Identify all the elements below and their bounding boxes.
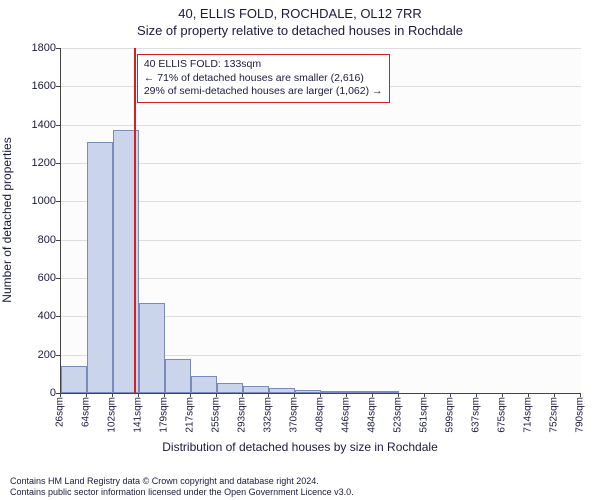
x-tick-mark <box>190 393 191 397</box>
subtitle: Size of property relative to detached ho… <box>0 21 600 38</box>
x-tick-mark <box>580 393 581 397</box>
x-tick-label: 752sqm <box>549 397 560 433</box>
x-tick-label: 255sqm <box>211 397 222 433</box>
gridline <box>61 125 581 126</box>
histogram-bar <box>191 376 217 393</box>
x-tick-label: 561sqm <box>419 397 430 433</box>
x-tick-label: 637sqm <box>471 397 482 433</box>
x-tick-label: 714sqm <box>523 397 534 433</box>
x-tick-mark <box>424 393 425 397</box>
x-tick-mark <box>60 393 61 397</box>
y-tick-mark <box>56 125 60 126</box>
y-tick-mark <box>56 201 60 202</box>
x-tick-label: 102sqm <box>107 397 118 433</box>
y-tick-mark <box>56 163 60 164</box>
histogram-bar <box>373 391 399 393</box>
y-tick-label: 0 <box>16 387 56 399</box>
x-tick-label: 217sqm <box>185 397 196 433</box>
x-tick-mark <box>86 393 87 397</box>
x-tick-mark <box>242 393 243 397</box>
y-tick-mark <box>56 86 60 87</box>
histogram-bar <box>61 366 87 393</box>
x-tick-mark <box>268 393 269 397</box>
x-tick-mark <box>528 393 529 397</box>
x-tick-mark <box>216 393 217 397</box>
gridline <box>61 278 581 279</box>
x-tick-label: 523sqm <box>393 397 404 433</box>
y-tick-label: 1000 <box>16 195 56 207</box>
x-tick-mark <box>138 393 139 397</box>
histogram-bar <box>243 386 269 393</box>
x-tick-label: 26sqm <box>55 397 66 427</box>
gridline <box>61 240 581 241</box>
annotation-box: 40 ELLIS FOLD: 133sqm← 71% of detached h… <box>137 54 390 103</box>
x-tick-label: 179sqm <box>159 397 170 433</box>
x-tick-label: 408sqm <box>315 397 326 433</box>
gridline <box>61 163 581 164</box>
y-tick-mark <box>56 48 60 49</box>
gridline <box>61 48 581 49</box>
x-tick-label: 370sqm <box>289 397 300 433</box>
y-tick-mark <box>56 355 60 356</box>
y-tick-label: 600 <box>16 272 56 284</box>
x-tick-label: 332sqm <box>263 397 274 433</box>
x-tick-mark <box>476 393 477 397</box>
y-tick-label: 1200 <box>16 157 56 169</box>
y-tick-label: 400 <box>16 310 56 322</box>
chart-container: 40, ELLIS FOLD, ROCHDALE, OL12 7RR Size … <box>0 0 600 500</box>
marker-line <box>134 48 136 393</box>
y-tick-label: 1400 <box>16 119 56 131</box>
y-tick-label: 200 <box>16 349 56 361</box>
histogram-bar <box>165 359 191 393</box>
histogram-bar <box>295 390 321 393</box>
attribution-footer: Contains HM Land Registry data © Crown c… <box>10 476 354 498</box>
x-tick-mark <box>450 393 451 397</box>
y-tick-label: 800 <box>16 234 56 246</box>
histogram-bar <box>321 391 347 393</box>
gridline <box>61 201 581 202</box>
x-tick-mark <box>320 393 321 397</box>
x-tick-mark <box>502 393 503 397</box>
footer-line-2: Contains public sector information licen… <box>10 487 354 498</box>
address-title: 40, ELLIS FOLD, ROCHDALE, OL12 7RR <box>0 0 600 21</box>
histogram-bar <box>269 388 295 393</box>
x-tick-label: 675sqm <box>497 397 508 433</box>
annotation-line-1: 40 ELLIS FOLD: 133sqm <box>144 58 383 72</box>
y-tick-label: 1600 <box>16 80 56 92</box>
y-tick-label: 1800 <box>16 42 56 54</box>
x-tick-label: 484sqm <box>367 397 378 433</box>
x-tick-mark <box>372 393 373 397</box>
histogram-bar <box>139 303 165 393</box>
y-tick-mark <box>56 316 60 317</box>
x-tick-label: 293sqm <box>237 397 248 433</box>
x-tick-mark <box>346 393 347 397</box>
x-tick-label: 446sqm <box>341 397 352 433</box>
x-tick-mark <box>164 393 165 397</box>
footer-line-1: Contains HM Land Registry data © Crown c… <box>10 476 354 487</box>
y-tick-mark <box>56 240 60 241</box>
x-axis-label: Distribution of detached houses by size … <box>0 440 600 454</box>
histogram-bar <box>347 391 373 393</box>
x-tick-label: 64sqm <box>81 397 92 427</box>
x-tick-mark <box>112 393 113 397</box>
x-tick-label: 790sqm <box>575 397 586 433</box>
histogram-bar <box>87 142 113 393</box>
x-tick-mark <box>554 393 555 397</box>
x-tick-label: 141sqm <box>133 397 144 433</box>
x-tick-mark <box>398 393 399 397</box>
x-tick-label: 599sqm <box>445 397 456 433</box>
x-tick-mark <box>294 393 295 397</box>
histogram-bar <box>217 383 243 393</box>
annotation-line-3: 29% of semi-detached houses are larger (… <box>144 85 383 99</box>
annotation-line-2: ← 71% of detached houses are smaller (2,… <box>144 72 383 86</box>
y-axis-label: Number of detached properties <box>0 137 14 302</box>
y-tick-mark <box>56 278 60 279</box>
